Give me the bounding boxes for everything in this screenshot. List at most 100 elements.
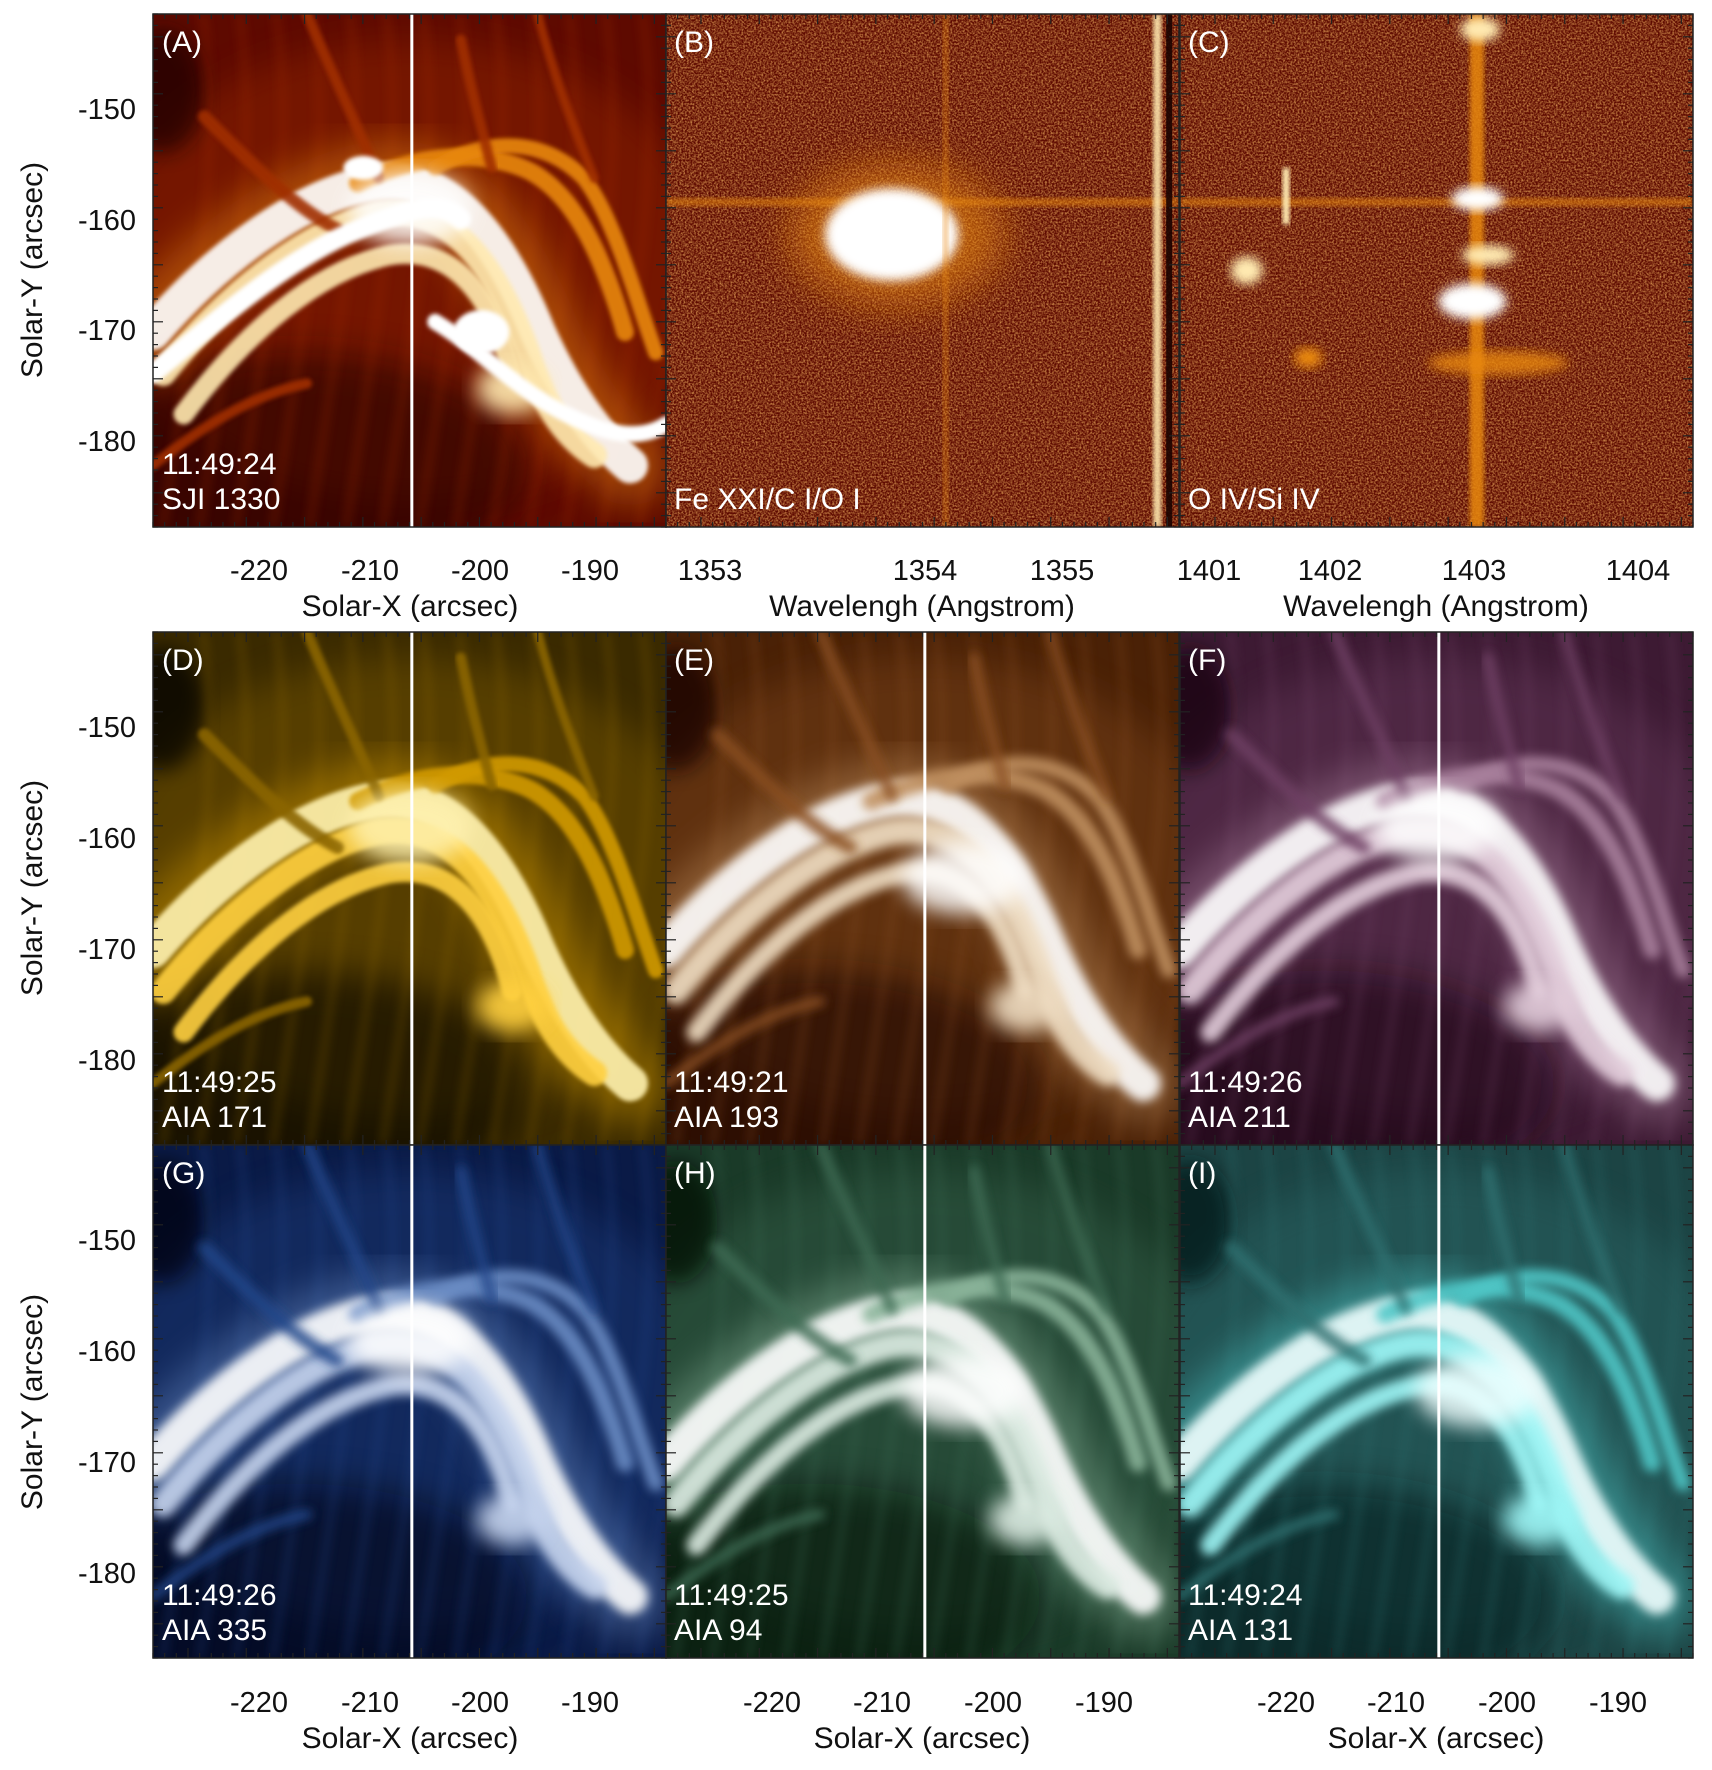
x-axis-A: -220 -210 -200 -190 Solar-X (arcsec)	[230, 555, 619, 623]
panel-image	[666, 632, 1179, 1145]
panel-image	[153, 632, 666, 1145]
panel-G-labels: (G) 11:49:26 AIA 335	[162, 1157, 277, 1647]
panel-instrument: AIA 171	[162, 1101, 267, 1134]
y-tick-label: -150	[78, 94, 136, 126]
x-axis-G: -220 -210 -200 -190 Solar-X (arcsec)	[230, 1687, 619, 1755]
panel-A-labels: (A) 11:49:24 SJI 1330	[162, 26, 280, 516]
x-axis-title: Solar-X (arcsec)	[302, 590, 519, 623]
x-tick-label: -210	[1367, 1687, 1425, 1719]
x-tick-label: -210	[341, 555, 399, 587]
panel-label: (F)	[1188, 644, 1226, 677]
panel-G	[152, 1144, 667, 1659]
x-tick-label: -200	[451, 1687, 509, 1719]
panel-label: (D)	[162, 644, 204, 677]
y-tick-label: -180	[78, 1558, 136, 1590]
y-tick-label: -180	[78, 1045, 136, 1077]
y-tick-label: -150	[78, 1225, 136, 1257]
x-tick-label: -220	[743, 1687, 801, 1719]
y-tick-label: -170	[78, 315, 136, 347]
y-axis-row3: -150 -160 -170 -180 Solar-Y (arcsec)	[16, 1225, 136, 1590]
axis-ticks	[1179, 631, 1694, 1146]
x-tick-label: -190	[561, 1687, 619, 1719]
panel-B	[665, 13, 1180, 528]
x-tick-label: -200	[451, 555, 509, 587]
x-tick-label: -210	[341, 1687, 399, 1719]
x-axis-title: Solar-X (arcsec)	[302, 1722, 519, 1755]
y-axis-title: Solar-Y (arcsec)	[16, 162, 49, 378]
x-axis-title: Solar-X (arcsec)	[814, 1722, 1031, 1755]
panel-time: 11:49:26	[162, 1579, 277, 1612]
axis-ticks	[665, 1144, 1180, 1659]
x-tick-label: 1403	[1442, 555, 1507, 587]
panel-F-labels: (F) 11:49:26 AIA 211	[1188, 644, 1303, 1134]
x-axis-title: Wavelengh (Angstrom)	[769, 590, 1075, 623]
y-tick-label: -150	[78, 712, 136, 744]
y-axis-row1: -150 -160 -170 -180 Solar-Y (arcsec)	[16, 94, 136, 458]
panel-time: 11:49:24	[1188, 1579, 1303, 1612]
x-tick-label: 1354	[893, 555, 958, 587]
panel-instrument: AIA 193	[674, 1101, 779, 1134]
x-tick-label: -200	[964, 1687, 1022, 1719]
panel-instrument: O IV/Si IV	[1188, 483, 1320, 516]
panel-F	[1179, 631, 1694, 1146]
panel-time: 11:49:21	[674, 1066, 789, 1099]
x-tick-label: -220	[1257, 1687, 1315, 1719]
x-tick-label: -220	[230, 1687, 288, 1719]
panel-instrument: AIA 211	[1188, 1101, 1291, 1134]
x-tick-label: -190	[1589, 1687, 1647, 1719]
y-tick-label: -160	[78, 205, 136, 237]
panel-instrument: Fe XXI/C I/O I	[674, 483, 861, 516]
y-axis-row2: -150 -160 -170 -180 Solar-Y (arcsec)	[16, 712, 136, 1077]
panel-E-labels: (E) 11:49:21 AIA 193	[674, 644, 789, 1134]
x-axis-title: Wavelengh (Angstrom)	[1283, 590, 1589, 623]
panel-image	[1180, 14, 1693, 527]
x-tick-label: -200	[1478, 1687, 1536, 1719]
x-tick-label: -210	[853, 1687, 911, 1719]
panel-image	[666, 1145, 1179, 1658]
axis-ticks	[1179, 13, 1694, 528]
y-tick-label: -160	[78, 823, 136, 855]
x-tick-label: -190	[1075, 1687, 1133, 1719]
x-axis-B: 1353 1354 1355 Wavelengh (Angstrom)	[678, 555, 1095, 623]
panel-time: 11:49:25	[674, 1579, 789, 1612]
axis-ticks	[665, 13, 1180, 528]
panel-instrument: AIA 131	[1188, 1614, 1293, 1647]
y-tick-label: -160	[78, 1336, 136, 1368]
axis-ticks	[1179, 1144, 1694, 1659]
panel-label: (E)	[674, 644, 714, 677]
x-axis-H: -220 -210 -200 -190 Solar-X (arcsec)	[743, 1687, 1133, 1755]
panel-label: (G)	[162, 1157, 205, 1190]
panel-D-labels: (D) 11:49:25 AIA 171	[162, 644, 277, 1134]
x-axis-I: -220 -210 -200 -190 Solar-X (arcsec)	[1257, 1687, 1647, 1755]
panel-I	[1179, 1144, 1694, 1659]
panel-time: 11:49:26	[1188, 1066, 1303, 1099]
x-tick-label: 1353	[678, 555, 743, 587]
panel-image	[1180, 1145, 1693, 1658]
panel-image	[1180, 632, 1693, 1145]
x-tick-label: -190	[561, 555, 619, 587]
axis-ticks	[152, 631, 667, 1146]
x-axis-C: 1401 1402 1403 1404 Wavelengh (Angstrom)	[1177, 555, 1671, 623]
panel-label: (B)	[674, 26, 714, 59]
y-tick-label: -170	[78, 934, 136, 966]
x-tick-label: 1401	[1177, 555, 1242, 587]
panel-H-labels: (H) 11:49:25 AIA 94	[674, 1157, 789, 1647]
panel-time: 11:49:25	[162, 1066, 277, 1099]
x-tick-label: 1355	[1030, 555, 1095, 587]
x-axis-title: Solar-X (arcsec)	[1328, 1722, 1545, 1755]
panel-I-labels: (I) 11:49:24 AIA 131	[1188, 1157, 1303, 1647]
panel-D	[152, 631, 667, 1146]
y-tick-label: -170	[78, 1447, 136, 1479]
panel-image	[153, 14, 666, 527]
x-tick-label: -220	[230, 555, 288, 587]
panel-time: 11:49:24	[162, 448, 277, 481]
x-tick-label: 1402	[1298, 555, 1363, 587]
panel-label: (A)	[162, 26, 202, 59]
panel-label: (I)	[1188, 1157, 1216, 1190]
panel-C	[1179, 13, 1694, 528]
axis-ticks	[665, 631, 1180, 1146]
panel-instrument: AIA 94	[674, 1614, 762, 1647]
panel-label: (H)	[674, 1157, 716, 1190]
panel-C-labels: (C) O IV/Si IV	[1188, 26, 1320, 516]
